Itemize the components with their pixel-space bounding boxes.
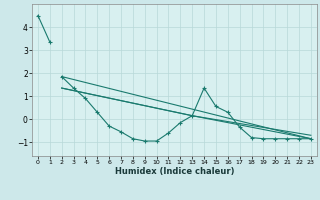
X-axis label: Humidex (Indice chaleur): Humidex (Indice chaleur) xyxy=(115,167,234,176)
